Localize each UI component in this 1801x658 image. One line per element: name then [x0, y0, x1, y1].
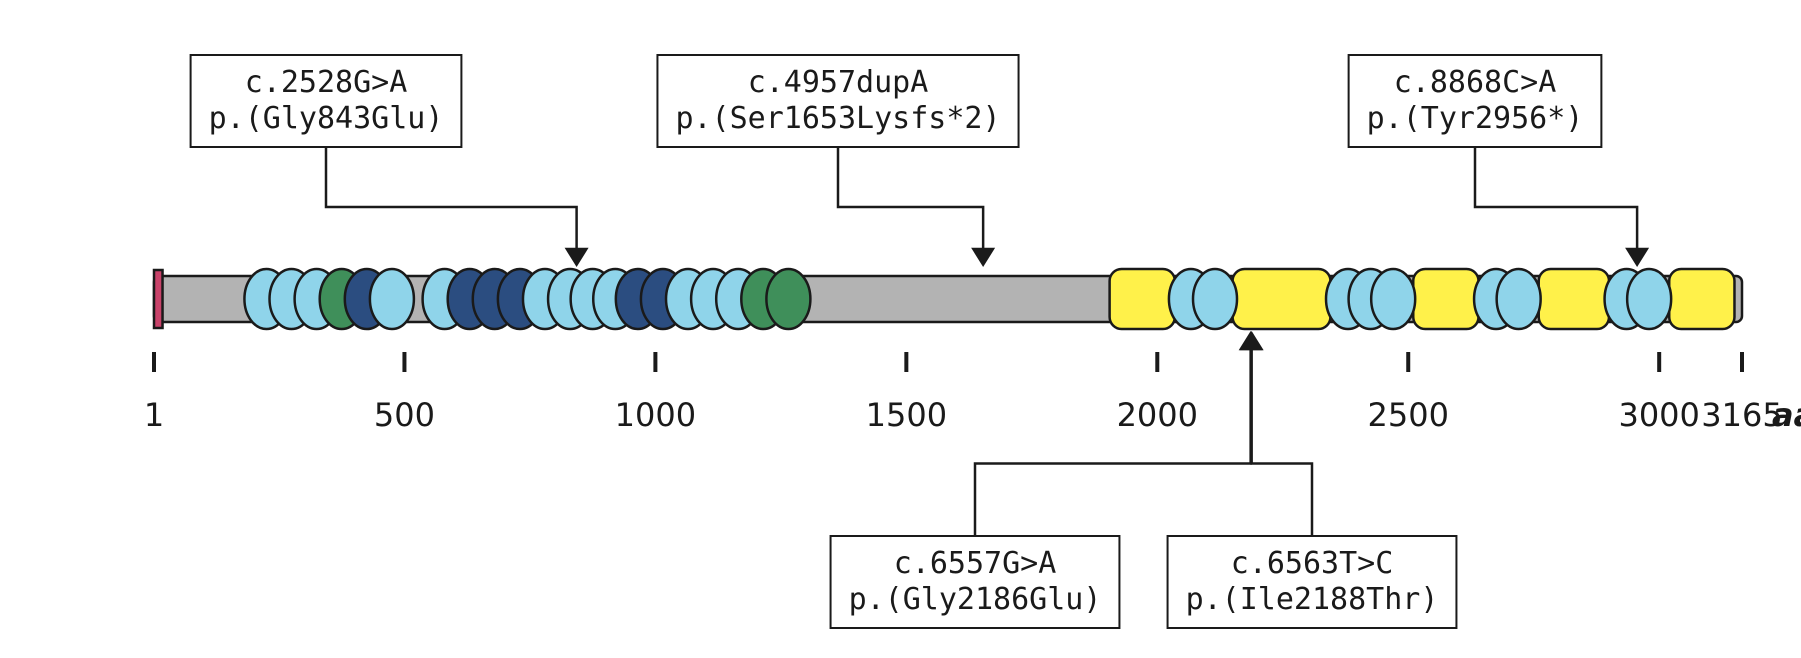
- callout-text: p.(Ile2188Thr): [1186, 582, 1439, 617]
- callout-leader: [838, 147, 983, 255]
- domain-ellipse-29: [1627, 269, 1671, 329]
- axis-label: 3165: [1701, 396, 1782, 434]
- axis-label: 3000: [1618, 396, 1699, 434]
- callout-text: c.6563T>C: [1231, 546, 1394, 581]
- axis-label: 1000: [615, 396, 696, 434]
- callout-text: c.6557G>A: [894, 546, 1057, 581]
- domain-ellipse-25: [1371, 269, 1415, 329]
- arrowhead-icon: [1240, 331, 1264, 350]
- axis-label: 1: [144, 396, 164, 434]
- domain-box-4: [1669, 269, 1734, 329]
- callout-leader: [1475, 147, 1637, 255]
- callout-text: p.(Gly843Glu): [209, 101, 444, 136]
- domain-box-2: [1413, 269, 1478, 329]
- callout-text: c.4957dupA: [748, 65, 929, 100]
- callout-text: c.8868C>A: [1394, 65, 1557, 100]
- protein-domain-diagram: 1500100015002000250030003165aac.2528G>Ap…: [0, 0, 1801, 658]
- callout-text: p.(Ser1653Lysfs*2): [675, 101, 1000, 136]
- domain-box-1: [1233, 269, 1331, 329]
- domain-box-3: [1539, 269, 1609, 329]
- domain-ellipse-27: [1497, 269, 1541, 329]
- domain-ellipse-5: [370, 269, 414, 329]
- axis-label: 2500: [1368, 396, 1449, 434]
- callout-text: p.(Gly2186Glu): [849, 582, 1102, 617]
- axis-label: 2000: [1117, 396, 1198, 434]
- domain-ellipse-22: [1193, 269, 1237, 329]
- arrowhead-icon: [1625, 248, 1649, 267]
- domain-box-0: [1110, 269, 1175, 329]
- callout-leader: [975, 343, 1251, 536]
- callout-leader: [326, 147, 577, 255]
- callout-text: p.(Tyr2956*): [1367, 101, 1584, 136]
- domain-ellipse-20: [766, 269, 810, 329]
- callout-leader: [1252, 343, 1312, 536]
- signal-peptide: [154, 270, 163, 328]
- axis-label: 500: [374, 396, 435, 434]
- arrowhead-icon: [565, 248, 589, 267]
- axis-unit-label: aa: [1772, 396, 1801, 434]
- axis-label: 1500: [866, 396, 947, 434]
- callout-text: c.2528G>A: [245, 65, 408, 100]
- arrowhead-icon: [971, 248, 995, 267]
